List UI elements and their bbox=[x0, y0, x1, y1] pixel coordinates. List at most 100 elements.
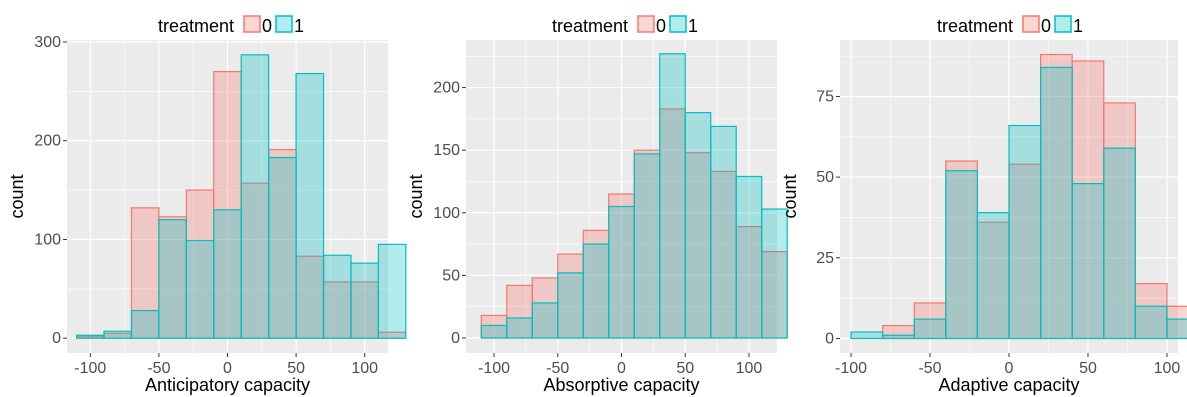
x-tick-label: -50 bbox=[546, 360, 569, 377]
histogram-bar bbox=[608, 205, 635, 339]
legend-key-1 bbox=[669, 15, 687, 33]
x-tick-label: 100 bbox=[1154, 360, 1181, 377]
histogram-bar bbox=[710, 125, 737, 339]
y-tick-label: 50 bbox=[442, 267, 460, 284]
x-tick-label: 50 bbox=[287, 360, 305, 377]
histogram-bar bbox=[582, 243, 610, 339]
legend: treatment 0 1 bbox=[158, 15, 304, 36]
y-axis-title: count bbox=[406, 174, 426, 218]
x-tick-label: 0 bbox=[617, 360, 626, 377]
series-0 bbox=[480, 108, 788, 339]
histogram-bar bbox=[185, 239, 215, 339]
histogram-bar bbox=[850, 331, 884, 340]
y-tick-label: 50 bbox=[816, 169, 834, 186]
histogram-bar bbox=[213, 209, 242, 339]
histogram-bar bbox=[557, 272, 584, 339]
legend-key-0 bbox=[1022, 15, 1040, 33]
histogram-bar bbox=[1134, 305, 1168, 340]
legend: treatment 0 1 bbox=[552, 15, 698, 36]
legend-title: treatment bbox=[937, 16, 1013, 36]
histogram-bar bbox=[1103, 147, 1136, 340]
histogram-bar bbox=[761, 208, 788, 339]
chart-panel-1: -100 -50 0 50 100 0 100 200 300 Anticipatory capa… bbox=[7, 15, 407, 395]
x-tick-label: -50 bbox=[918, 360, 941, 377]
histogram-bar bbox=[1039, 66, 1073, 340]
series-1 bbox=[76, 54, 407, 339]
y-tick-label: 200 bbox=[433, 80, 460, 97]
histogram-bar bbox=[557, 253, 584, 339]
chart-panel-3: -100 -50 0 50 100 0 25 50 75 Adaptive capacity cou… bbox=[780, 15, 1187, 395]
x-tick-label: -50 bbox=[147, 360, 170, 377]
legend-label-1: 1 bbox=[1073, 16, 1083, 36]
histogram-bar bbox=[130, 309, 160, 339]
x-tick-label: -100 bbox=[478, 360, 510, 377]
histogram-bar bbox=[103, 330, 133, 339]
y-axis-title: count bbox=[780, 174, 800, 218]
y-tick-label: 300 bbox=[34, 34, 61, 51]
legend-label-0: 0 bbox=[1041, 16, 1051, 36]
y-tick-label: 0 bbox=[825, 330, 834, 347]
legend-label-0: 0 bbox=[262, 16, 272, 36]
histogram-bar bbox=[1166, 318, 1187, 340]
x-tick-label: 0 bbox=[1005, 360, 1014, 377]
y-tick-label: 75 bbox=[816, 88, 834, 105]
x-axis-title: Adaptive capacity bbox=[938, 375, 1079, 395]
series-1 bbox=[480, 53, 788, 339]
histogram-bar bbox=[130, 207, 160, 339]
x-tick-label: 50 bbox=[676, 360, 694, 377]
y-tick-label: 0 bbox=[451, 330, 460, 347]
x-tick-label: -100 bbox=[74, 360, 106, 377]
legend-label-1: 1 bbox=[294, 16, 304, 36]
histogram-bar bbox=[350, 262, 379, 339]
x-tick-label: 50 bbox=[1079, 360, 1097, 377]
legend-title: treatment bbox=[552, 16, 628, 36]
histogram-bar bbox=[1008, 124, 1042, 340]
histogram-bar bbox=[240, 182, 270, 339]
histogram-bar bbox=[295, 72, 325, 339]
histogram-bar bbox=[531, 277, 559, 339]
histogram-bar bbox=[480, 324, 508, 339]
legend: treatment 0 1 bbox=[937, 15, 1083, 36]
y-tick-label: 150 bbox=[433, 142, 460, 159]
legend-label-1: 1 bbox=[688, 16, 698, 36]
x-tick-label: 100 bbox=[351, 360, 378, 377]
histogram-bar bbox=[1071, 182, 1105, 340]
x-tick-label: 100 bbox=[736, 360, 763, 377]
y-tick-label: 0 bbox=[52, 330, 61, 347]
histogram-bar bbox=[735, 175, 763, 339]
histogram-bar bbox=[240, 54, 270, 339]
histogram-bar bbox=[976, 212, 1010, 340]
histogram-bar bbox=[185, 189, 215, 339]
histogram-bar bbox=[913, 318, 947, 340]
legend-key-1 bbox=[275, 15, 293, 33]
histogram-bar bbox=[377, 243, 407, 339]
histogram-bar bbox=[76, 334, 105, 339]
legend-title: treatment bbox=[158, 16, 234, 36]
histogram-bar bbox=[882, 334, 915, 340]
legend-key-0 bbox=[243, 15, 261, 33]
histogram-bar bbox=[684, 152, 712, 339]
histogram-bar bbox=[268, 156, 297, 339]
legend-key-1 bbox=[1054, 15, 1072, 33]
histogram-bar bbox=[506, 317, 533, 339]
histogram-bar bbox=[659, 53, 686, 339]
y-tick-label: 200 bbox=[34, 133, 61, 150]
histogram-bar bbox=[295, 255, 325, 339]
histogram-bar bbox=[633, 153, 661, 339]
legend-label-0: 0 bbox=[656, 16, 666, 36]
x-tick-label: -100 bbox=[835, 360, 867, 377]
histogram-bar bbox=[322, 254, 352, 339]
y-tick-label: 25 bbox=[816, 250, 834, 267]
y-tick-label: 100 bbox=[34, 231, 61, 248]
legend-key-0 bbox=[637, 15, 655, 33]
y-axis-title: count bbox=[7, 174, 27, 218]
chart-panel-2: -100 -50 0 50 100 0 50 100 150 200 Absorptive capa… bbox=[406, 15, 788, 395]
x-axis-title: Anticipatory capacity bbox=[145, 375, 310, 395]
x-axis-title: Absorptive capacity bbox=[543, 375, 699, 395]
histogram-bar bbox=[158, 219, 187, 339]
x-tick-label: 0 bbox=[223, 360, 232, 377]
histogram-bar bbox=[1134, 283, 1168, 340]
histogram-bar bbox=[976, 221, 1010, 340]
histogram-bar bbox=[531, 302, 559, 339]
